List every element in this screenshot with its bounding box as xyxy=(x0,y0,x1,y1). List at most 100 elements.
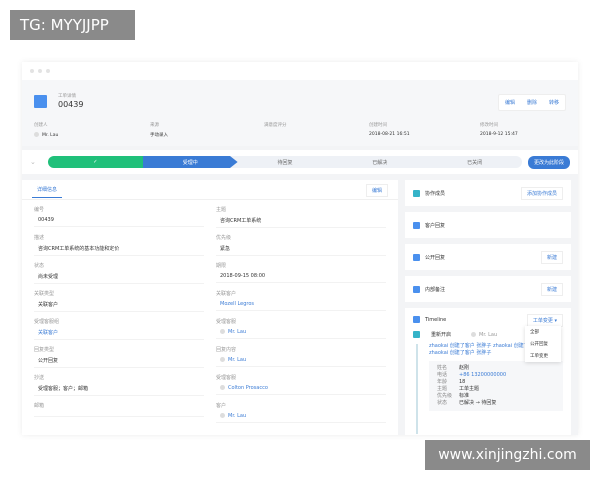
stage-resolved[interactable]: 已解决 xyxy=(372,159,388,166)
row-key: 姓名 xyxy=(437,365,448,371)
field: 描述 咨询CRM工单系统的基本功能和定价 xyxy=(34,234,204,262)
row-key: 电话 xyxy=(437,372,448,378)
field: 回复类型 公开回复 xyxy=(34,346,204,374)
change-row: 主题 工单主题 xyxy=(437,386,555,393)
row-key: 年龄 xyxy=(437,379,448,385)
field-label: 关联客户 xyxy=(216,291,237,297)
field-value: 2018-09-15 08:00 xyxy=(220,273,266,279)
card-customer-reply: 客户回复 xyxy=(405,212,571,238)
app-window: 工单详情 00439 编辑 删除 转移 创建人 Mr. Lau 来源 手动录入 满意… xyxy=(22,62,578,435)
field-label: 客户 xyxy=(216,403,227,409)
menu-item-all[interactable]: 全部 xyxy=(530,330,539,335)
watermark: www.xinjingzhi.com xyxy=(425,440,590,470)
ticket-icon xyxy=(34,95,47,108)
details-edit-button[interactable]: 编辑 xyxy=(365,184,388,197)
edit-button[interactable]: 编辑 xyxy=(504,100,515,106)
field-label: 受理客服 xyxy=(216,375,237,381)
row-value: +86 13200000000 xyxy=(459,372,507,378)
event-user: Mr. Lau xyxy=(479,331,498,338)
field-value[interactable]: Mozell Legros xyxy=(220,301,254,307)
card-title: 公开回复 xyxy=(425,254,446,261)
change-row: 状态 已解决 → 待回复 xyxy=(437,400,555,407)
field-label: 主题 xyxy=(216,207,227,213)
avatar xyxy=(34,132,39,137)
meta-created: 创建时间 2018-08-21 16:51 xyxy=(369,123,410,137)
team-icon xyxy=(413,189,420,197)
new-public-reply-button[interactable]: 新建 xyxy=(540,250,563,264)
field-label: 期限 xyxy=(216,263,227,269)
meta-satisfaction: 满意度评分 xyxy=(264,123,287,128)
change-row: 年龄 18 xyxy=(437,379,555,386)
row-value: 标准 xyxy=(459,393,470,399)
field: 受理客服组 关联客户 xyxy=(34,318,204,346)
stage-awaiting-reply[interactable]: 待回复 xyxy=(277,159,293,166)
card-collaborators: 协作成员 添加协作成员 xyxy=(405,180,571,206)
timeline-title: Timeline xyxy=(425,316,447,323)
details-panel: 详细信息 编辑 编号 00439 主题咨询CRM工单系统描述 咨询CRM工单系统的基本功… xyxy=(22,180,398,435)
stage-processing[interactable]: 受理中 xyxy=(142,156,238,168)
ticket-header: 工单详情 00439 编辑 删除 转移 创建人 Mr. Lau 来源 手动录入 满意… xyxy=(22,80,578,146)
ticket-id: 00439 xyxy=(58,100,84,109)
card-title: 协作成员 xyxy=(425,190,446,197)
field-value: Mr. Lau xyxy=(228,329,247,335)
menu-item-public-reply[interactable]: 公开回复 xyxy=(530,342,548,347)
chevron-down-icon[interactable]: ⌄ xyxy=(30,158,36,166)
field: 期限 2018-09-15 08:00 xyxy=(216,262,386,290)
field: 客户 Mr. Lau xyxy=(216,402,386,430)
field-value: Colton Prosacco xyxy=(228,385,268,391)
meta-source: 来源 手动录入 xyxy=(150,123,168,138)
field-value[interactable]: 关联客户 xyxy=(38,330,59,336)
field: 回复内容 Mr. Lau xyxy=(216,346,386,374)
stage-closed[interactable]: 已关闭 xyxy=(467,159,483,166)
stage-done[interactable]: ✓ xyxy=(48,156,143,168)
field: 关联客户 Mozell Legros xyxy=(216,290,386,318)
menu-item-ticket-change[interactable]: 工单变更 xyxy=(530,354,548,359)
event-icon xyxy=(413,331,420,338)
field-value: 咨询CRM工单系统 xyxy=(220,218,262,224)
meta-creator: 创建人 Mr. Lau xyxy=(34,123,59,138)
timeline-icon xyxy=(413,316,420,323)
delete-button[interactable]: 删除 xyxy=(526,100,537,106)
field-value: Mr. Lau xyxy=(228,357,247,363)
field: 优先级 紧急 xyxy=(216,234,386,262)
meta-modified: 修改时间 2018-9-12 15:47 xyxy=(480,123,518,137)
change-stage-button[interactable]: 更改为此阶段 xyxy=(527,155,570,169)
card-title: 客户回复 xyxy=(425,222,446,229)
field-value: 咨询CRM工单系统的基本功能和定价 xyxy=(38,246,120,252)
event-title: 重新开启 xyxy=(431,332,452,338)
field-label: 优先级 xyxy=(216,235,232,241)
window-titlebar xyxy=(22,62,578,80)
avatar xyxy=(220,413,225,418)
add-collaborator-button[interactable]: 添加协作成员 xyxy=(520,186,563,200)
field-label: 编号 xyxy=(34,207,45,213)
avatar xyxy=(220,329,225,334)
new-internal-note-button[interactable]: 新建 xyxy=(540,282,563,296)
stage-progress: ⌄ ✓ 受理中 待回复 已解决 已关闭 更改为此阶段 xyxy=(22,150,578,174)
timeline-card: Timeline 工单变更 ▾ 全部 公开回复 工单变更 重新开启 Mr. Lau… xyxy=(405,308,571,435)
field: 编号 00439 xyxy=(34,206,204,234)
field: 抄送 受理客服；客户；邮箱 xyxy=(34,374,204,402)
field: 关联类型 关联客户 xyxy=(34,290,204,318)
transfer-button[interactable]: 转移 xyxy=(548,100,559,106)
avatar xyxy=(220,357,225,362)
change-row: 优先级 标准 xyxy=(437,393,555,400)
field-label: 抄送 xyxy=(34,375,45,381)
row-value: 工单主题 xyxy=(459,386,480,392)
field-value: 00439 xyxy=(38,217,54,223)
field-label: 状态 xyxy=(34,263,45,269)
row-value: 18 xyxy=(459,379,466,385)
event-log: zhaokai 创建了客户 张胖子 zhaokai 创建了 xyxy=(429,343,529,349)
change-row: 姓名 赵刚 xyxy=(437,365,555,372)
page-subtitle: 工单详情 xyxy=(58,94,76,99)
overlay-tag: TG: MYYJJPP xyxy=(10,10,135,40)
tab-details[interactable]: 详细信息 xyxy=(32,186,63,198)
field-value: 尚未受理 xyxy=(38,274,59,280)
field-value: 紧急 xyxy=(220,246,231,252)
field-label: 邮箱 xyxy=(34,403,45,409)
reply-icon xyxy=(413,253,420,261)
row-value: 已解决 → 待回复 xyxy=(459,400,497,406)
card-internal-note: 内部备注 新建 xyxy=(405,276,571,302)
card-title: 内部备注 xyxy=(425,286,446,293)
field-label: 回复类型 xyxy=(34,347,55,353)
row-key: 状态 xyxy=(437,400,448,406)
